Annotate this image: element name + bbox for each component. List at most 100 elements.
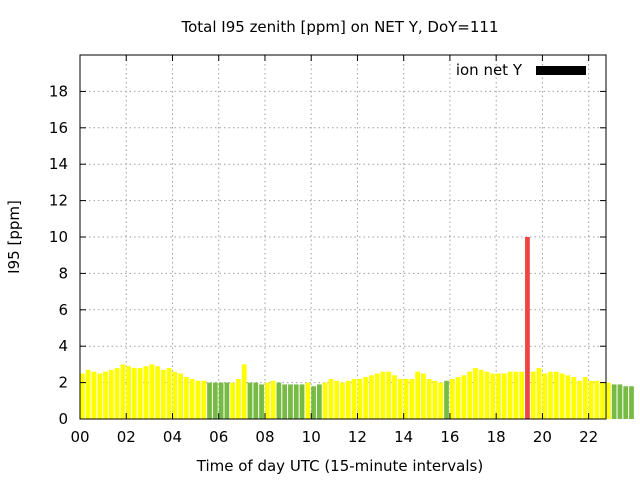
bar: [606, 382, 611, 419]
bar: [97, 373, 103, 419]
bar: [207, 382, 212, 419]
bar: [328, 378, 334, 419]
y-tick-label: 0: [58, 410, 68, 428]
bar: [172, 371, 178, 419]
bar: [594, 380, 600, 419]
x-tick-label: 14: [394, 428, 413, 446]
bar: [409, 378, 415, 419]
bar: [507, 371, 513, 419]
bar: [351, 378, 357, 419]
x-tick-label: 22: [579, 428, 598, 446]
bar: [559, 373, 565, 419]
bar: [340, 382, 345, 419]
chart-title: Total I95 zenith [ppm] on NET Y, DoY=111: [180, 18, 498, 36]
bar: [322, 382, 328, 419]
y-tick-label: 18: [49, 82, 68, 100]
y-tick-label: 14: [49, 155, 68, 173]
x-tick-label: 02: [117, 428, 136, 446]
legend: ion net Y: [456, 61, 586, 79]
bar: [80, 373, 85, 419]
bar: [525, 237, 530, 419]
bar: [357, 378, 363, 419]
bar: [577, 380, 582, 419]
bar: [467, 371, 473, 419]
bar: [363, 377, 368, 419]
bar: [484, 371, 490, 419]
bar: [126, 366, 131, 419]
bar: [530, 371, 536, 419]
bar: [241, 364, 247, 419]
bar: [288, 384, 293, 419]
bar: [236, 378, 241, 419]
bar: [345, 380, 351, 419]
bar: [415, 371, 420, 419]
bar: [513, 371, 519, 419]
bar: [629, 386, 634, 419]
bar: [571, 377, 577, 419]
x-tick-label: 16: [440, 428, 459, 446]
bar: [501, 373, 507, 419]
bar: [184, 377, 189, 419]
bar: [392, 375, 397, 419]
y-axis-label: I95 [ppm]: [5, 200, 23, 274]
y-tick-label: 16: [49, 119, 68, 137]
bar: [143, 366, 149, 419]
y-tick-label: 4: [58, 337, 68, 355]
y-tick-label: 2: [58, 374, 68, 392]
bar: [588, 380, 594, 419]
x-tick-label: 06: [209, 428, 228, 446]
bar: [438, 382, 444, 419]
bar: [369, 375, 374, 419]
bar: [582, 377, 588, 419]
bar: [611, 384, 617, 419]
x-axis-label: Time of day UTC (15-minute intervals): [196, 457, 483, 475]
bar: [316, 384, 322, 419]
bar: [478, 369, 484, 419]
bar: [519, 371, 525, 419]
bar: [305, 382, 311, 419]
bar: [189, 378, 195, 419]
y-tick-label: 6: [58, 301, 68, 319]
x-tick-label: 10: [302, 428, 321, 446]
bar: [276, 382, 282, 419]
x-tick-label: 20: [533, 428, 552, 446]
bar: [224, 382, 230, 419]
bar: [542, 373, 548, 419]
bar: [334, 380, 340, 419]
bar: [548, 371, 553, 419]
bar: [293, 384, 299, 419]
x-tick-label: 12: [348, 428, 367, 446]
bar: [108, 369, 114, 419]
bar: [536, 368, 542, 419]
bar: [137, 368, 143, 419]
bar: [311, 386, 316, 419]
bar: [600, 382, 605, 419]
bar: [155, 366, 160, 419]
bar: [91, 371, 97, 419]
bar: [282, 384, 288, 419]
bar: [103, 371, 108, 419]
bar: [386, 371, 392, 419]
bar: [230, 382, 236, 419]
bar: [149, 364, 155, 419]
bar: [195, 380, 201, 419]
bar: [397, 378, 403, 419]
bar: [461, 375, 467, 419]
bar: [270, 380, 276, 419]
bar: [553, 371, 559, 419]
bar: [132, 368, 137, 419]
bars-layer: [80, 237, 634, 419]
x-tick-label: 04: [163, 428, 182, 446]
bar: [473, 368, 478, 419]
bar: [426, 378, 432, 419]
bar: [455, 377, 461, 419]
bar: [299, 384, 305, 419]
bar: [264, 382, 270, 419]
bar: [120, 364, 126, 419]
bar: [166, 368, 172, 419]
bar: [259, 384, 264, 419]
bar: [253, 382, 259, 419]
bar: [623, 386, 629, 419]
bar: [201, 380, 207, 419]
